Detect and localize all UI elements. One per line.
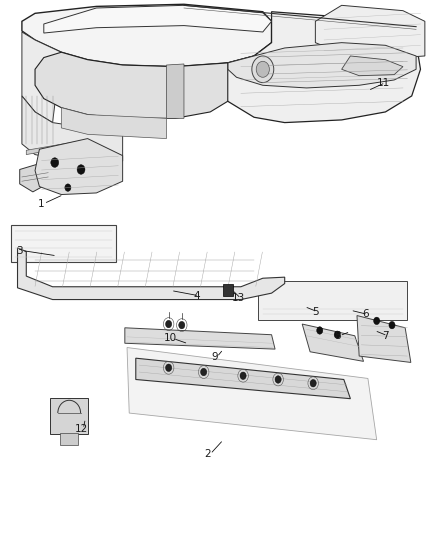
Circle shape (256, 61, 269, 77)
Polygon shape (342, 56, 403, 76)
Text: 5: 5 (312, 307, 319, 317)
Polygon shape (166, 64, 184, 118)
Polygon shape (228, 43, 416, 88)
Circle shape (252, 56, 274, 83)
Text: 9: 9 (211, 352, 218, 362)
Bar (50, 398, 88, 434)
Text: 6: 6 (362, 310, 369, 319)
Polygon shape (125, 328, 275, 349)
Polygon shape (35, 139, 123, 195)
Polygon shape (61, 108, 166, 139)
Circle shape (65, 184, 71, 191)
Text: 13: 13 (232, 294, 245, 303)
Polygon shape (20, 163, 50, 192)
Polygon shape (127, 348, 377, 440)
Text: 2: 2 (205, 449, 212, 459)
Polygon shape (357, 316, 411, 362)
Polygon shape (22, 4, 272, 67)
Polygon shape (11, 225, 116, 262)
Bar (60, 433, 78, 445)
Polygon shape (201, 12, 420, 123)
Circle shape (334, 331, 340, 338)
Text: 7: 7 (382, 331, 389, 341)
Text: 12: 12 (74, 424, 88, 434)
Text: 4: 4 (194, 291, 201, 301)
Polygon shape (18, 248, 285, 300)
Circle shape (166, 320, 172, 328)
Text: 11: 11 (377, 78, 390, 87)
Polygon shape (26, 140, 123, 161)
Bar (223, 284, 233, 296)
Circle shape (166, 364, 172, 372)
Polygon shape (22, 96, 123, 163)
Polygon shape (258, 281, 407, 320)
Circle shape (374, 317, 380, 325)
Polygon shape (302, 324, 364, 361)
Text: 3: 3 (16, 246, 23, 255)
Circle shape (389, 321, 395, 329)
Text: 8: 8 (334, 331, 341, 341)
Text: 1: 1 (38, 199, 45, 208)
Circle shape (317, 327, 323, 334)
Circle shape (179, 321, 185, 329)
Polygon shape (35, 52, 228, 118)
Polygon shape (44, 5, 272, 33)
Circle shape (51, 158, 59, 167)
Circle shape (201, 368, 207, 376)
Polygon shape (22, 32, 61, 123)
Circle shape (310, 379, 316, 387)
Text: 10: 10 (164, 334, 177, 343)
Circle shape (77, 165, 85, 174)
Circle shape (275, 376, 281, 383)
Circle shape (240, 372, 246, 379)
Polygon shape (315, 5, 425, 59)
Polygon shape (136, 358, 350, 399)
